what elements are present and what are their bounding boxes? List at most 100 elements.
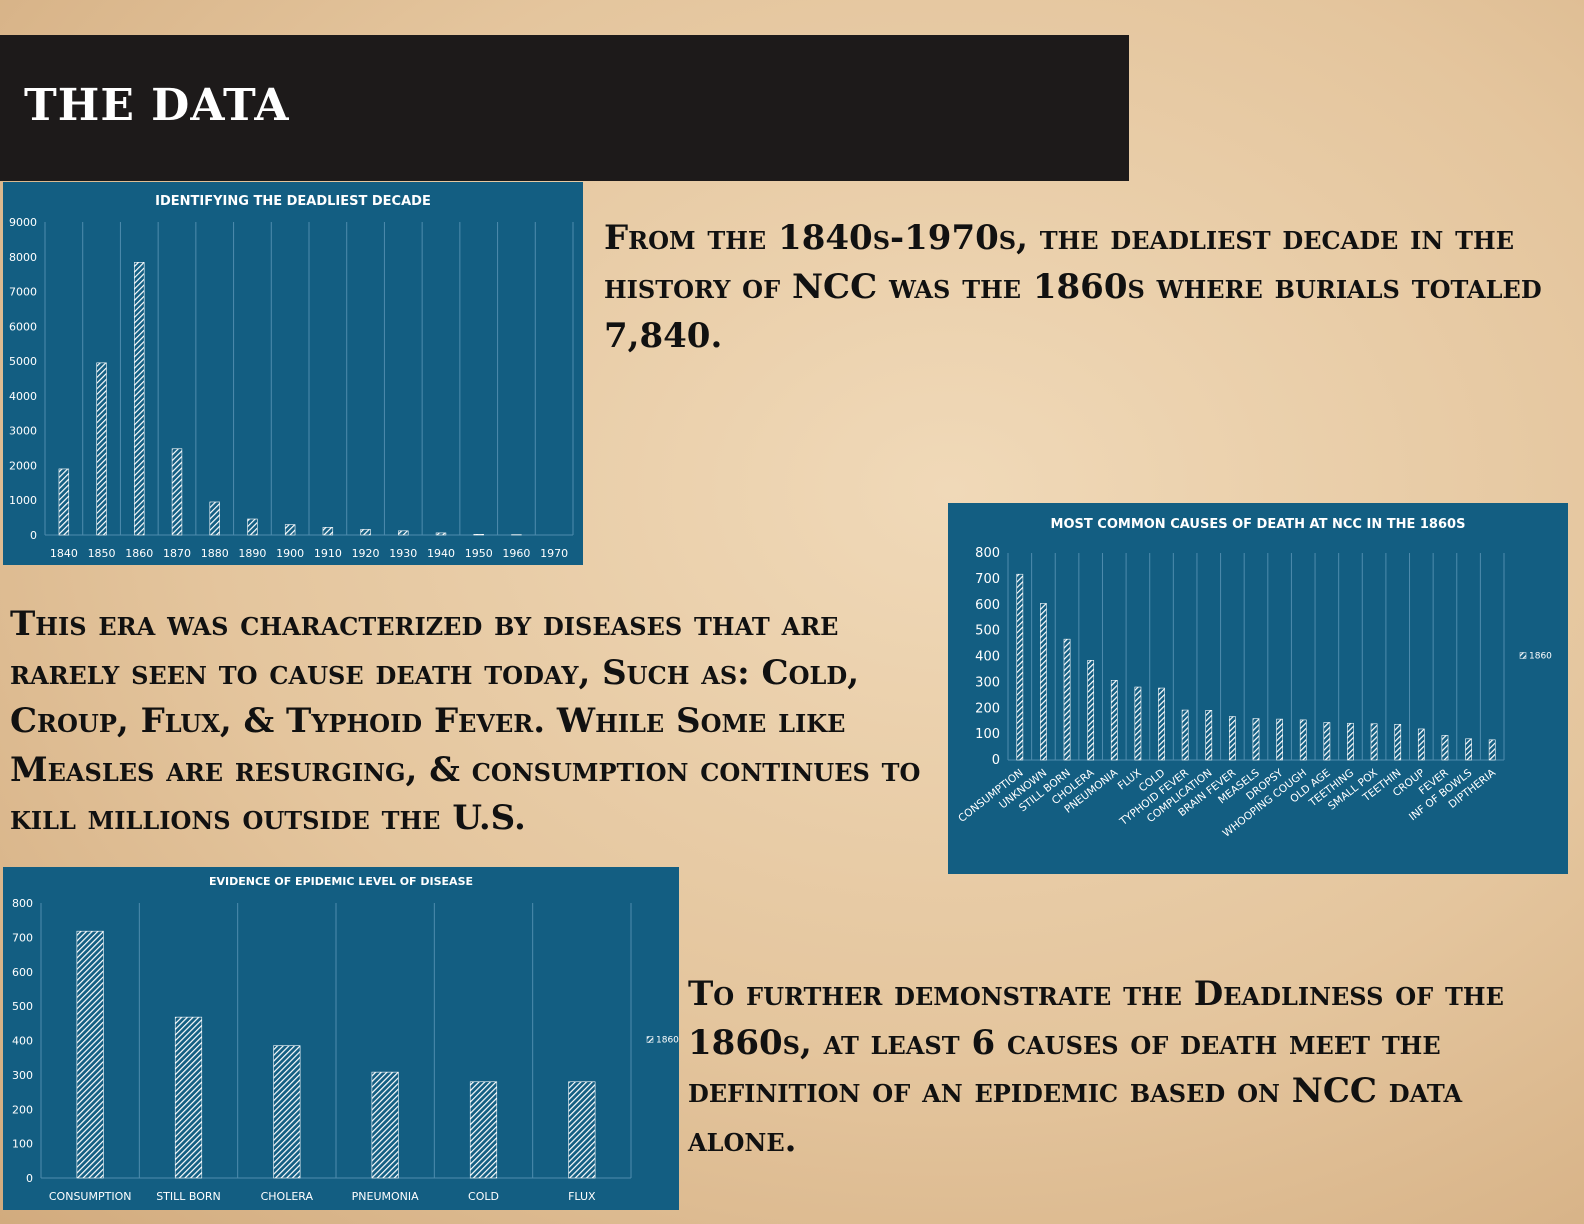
chart-title: IDENTIFYING THE DEADLIEST DECADE — [155, 194, 431, 209]
bar — [1441, 735, 1449, 761]
x-tick-label: PNEUMONIA — [352, 1190, 419, 1203]
bar — [1181, 709, 1189, 761]
y-tick-label: 400 — [12, 1035, 33, 1048]
bar — [1347, 722, 1354, 761]
bar — [1394, 723, 1402, 761]
bar — [473, 534, 484, 536]
bar — [1323, 722, 1331, 761]
x-tick-label: CONSUMPTION — [49, 1190, 132, 1203]
y-tick-label: 1000 — [9, 494, 37, 507]
y-tick-label: 700 — [12, 931, 33, 944]
y-tick-label: 0 — [30, 529, 37, 542]
y-tick-label: 6000 — [9, 320, 37, 333]
chart-title: EVIDENCE OF EPIDEMIC LEVEL OF DISEASE — [209, 875, 473, 888]
y-tick-label: 3000 — [9, 425, 37, 438]
bar — [134, 262, 145, 536]
legend-swatch — [1519, 652, 1527, 659]
paragraph-epidemic: To further demonstrate the Deadliness of… — [688, 974, 1504, 1160]
x-tick-label: 1920 — [352, 547, 380, 560]
x-tick-label: 1890 — [238, 547, 266, 560]
y-tick-label: 8000 — [9, 251, 37, 264]
y-tick-label: 4000 — [9, 390, 37, 403]
bar — [1370, 723, 1378, 761]
bar — [1134, 686, 1142, 761]
bar — [1016, 573, 1024, 761]
x-tick-label: 1840 — [50, 547, 78, 560]
bar — [174, 1016, 203, 1179]
chart-deadliest-decade: IDENTIFYING THE DEADLIEST DECADE 0 1000 200… — [3, 182, 583, 565]
bar — [398, 530, 409, 536]
y-tick-label: 200 — [12, 1103, 33, 1116]
x-tick-label: FLUX — [568, 1190, 596, 1203]
x-tick-label: 1930 — [389, 547, 417, 560]
bar — [1158, 687, 1165, 761]
y-tick-label: 500 — [975, 624, 1000, 639]
y-tick-label: 700 — [975, 572, 1000, 587]
bar — [1488, 739, 1496, 761]
y-tick-label: 100 — [975, 727, 1000, 742]
bar — [1087, 660, 1095, 761]
bar — [1229, 716, 1236, 761]
y-tick-label: 600 — [975, 598, 1000, 613]
y-tick-label: 2000 — [9, 459, 37, 472]
paragraph-deadliest-decade: From the 1840s-1970s, the deadliest deca… — [604, 218, 1542, 356]
y-tick-label: 100 — [12, 1138, 33, 1151]
y-tick-label: 500 — [12, 1000, 33, 1013]
legend-label: 1860 — [656, 1036, 679, 1046]
bar — [322, 527, 334, 536]
chart-svg-epidemic: EVIDENCE OF EPIDEMIC LEVEL OF DISEASE 0 10… — [12, 875, 679, 1203]
y-tick-label: 9000 — [9, 216, 37, 229]
chart-common-causes: MOST COMMON CAUSES OF DEATH AT NCC IN TH… — [948, 503, 1568, 874]
bar — [171, 448, 183, 536]
x-tick-label: 1940 — [427, 547, 455, 560]
bar — [209, 501, 220, 536]
bar — [360, 529, 371, 536]
paragraph-era-diseases: This era was characterized by diseases t… — [10, 604, 921, 838]
y-tick-label: 200 — [975, 701, 1000, 716]
bar — [1465, 738, 1472, 761]
bar — [1110, 680, 1118, 761]
bar — [371, 1071, 399, 1179]
bar — [1040, 603, 1047, 761]
bar — [76, 930, 104, 1179]
y-tick-label: 5000 — [9, 355, 37, 368]
bar — [58, 468, 70, 536]
bar — [1299, 719, 1307, 761]
chart-svg-causes: MOST COMMON CAUSES OF DEATH AT NCC IN TH… — [956, 517, 1552, 840]
x-tick-label: 1860 — [125, 547, 153, 560]
y-tick-label: 800 — [12, 897, 33, 910]
x-tick-label: 1880 — [201, 547, 229, 560]
x-tick-label: 1970 — [540, 547, 568, 560]
x-tick-label: 1850 — [88, 547, 116, 560]
x-tick-label: 1900 — [276, 547, 304, 560]
bar — [469, 1081, 498, 1179]
bar — [284, 524, 296, 536]
legend-label: 1860 — [1529, 652, 1552, 662]
bar — [1252, 718, 1260, 761]
chart-title: MOST COMMON CAUSES OF DEATH AT NCC IN TH… — [1051, 517, 1466, 532]
y-tick-label: 7000 — [9, 286, 37, 299]
bar — [273, 1045, 301, 1179]
chart-epidemic-level: EVIDENCE OF EPIDEMIC LEVEL OF DISEASE 0 10… — [3, 867, 679, 1210]
x-tick-label: 1960 — [502, 547, 530, 560]
bar — [568, 1081, 596, 1179]
chart-svg-decades: IDENTIFYING THE DEADLIEST DECADE 0 1000 200… — [9, 194, 574, 560]
x-tick-label: COLD — [468, 1190, 499, 1203]
y-tick-label: 300 — [975, 675, 1000, 690]
x-tick-label: 1870 — [163, 547, 191, 560]
x-tick-label: CHOLERA — [261, 1190, 314, 1203]
bar — [247, 518, 258, 536]
y-tick-label: 0 — [26, 1172, 33, 1185]
x-tick-label: 1910 — [314, 547, 342, 560]
x-tick-label: 1950 — [465, 547, 493, 560]
bar — [435, 532, 447, 536]
y-tick-label: 0 — [992, 753, 1000, 768]
x-tick-label: STILL BORN — [156, 1190, 221, 1203]
header-banner — [0, 35, 1129, 181]
bar — [1417, 728, 1425, 761]
y-tick-label: 300 — [12, 1069, 33, 1082]
page-title: THE DATA — [24, 80, 290, 131]
y-tick-label: 400 — [975, 650, 1000, 665]
legend-swatch — [646, 1036, 654, 1043]
y-tick-label: 800 — [975, 546, 1000, 561]
